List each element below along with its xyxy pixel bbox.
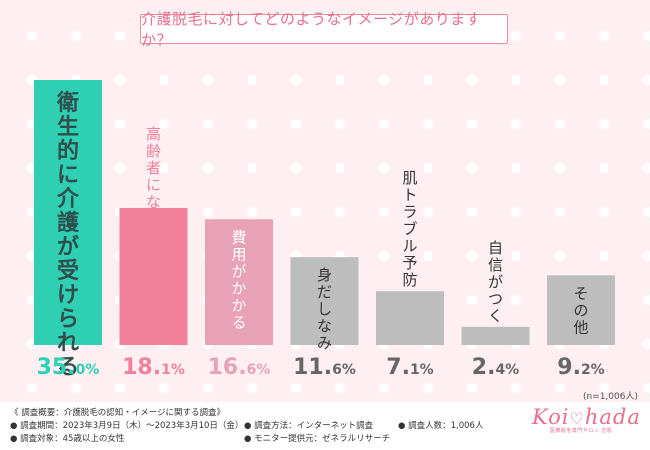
svg-text:高: 高 [146,125,161,143]
survey-target: ● 調査対象：45歳以上の女性 [10,434,125,444]
logo-subtitle: 医療脱毛専門サロン 恋肌 [549,428,613,434]
svg-text:っ: っ [146,210,161,228]
svg-text:ラ: ラ [402,203,417,221]
svg-text:う: う [146,295,161,313]
svg-text:し: し [317,300,332,318]
bar-chart: 衛生的に介護が受けられる35.0%高齢者になってから行う18.1%費用がかかる1… [34,80,615,380]
svg-text:信: 信 [488,256,503,274]
chart-title: 介護脱毛に対してどのようなイメージがありますか？ [140,10,508,49]
svg-text:れ: れ [57,331,79,356]
svg-text:身: 身 [317,266,332,284]
value-label-4: 11.6% [293,355,356,380]
value-label-7: 9.2% [557,355,604,380]
svg-text:に: に [57,163,79,188]
koihada-logo: Koi♡hada 医療脱毛専門サロン 恋肌 [532,405,640,445]
logo-text-right: hada [584,405,641,429]
value-label-6: 2.4% [472,355,519,380]
svg-text:ブ: ブ [402,220,417,238]
svg-text:て: て [146,227,161,245]
chart-area: 介護脱毛に対してどのようなイメージがありますか？ 衛生的に介護が受けられる 35.… [0,0,650,402]
survey-heading: 《 調査概要：介護脱毛の認知・イメージに関する調査》 [10,408,226,418]
bar-6 [461,326,530,345]
svg-text:に: に [146,176,161,194]
svg-text:行: 行 [146,278,161,296]
survey-method: ● 調査方法：インターネット調査 [244,421,374,431]
svg-text:生: 生 [57,115,79,140]
svg-text:ら: ら [57,307,79,332]
logo-text-left: Koi [532,405,570,429]
svg-text:の: の [573,301,588,319]
svg-text:自: 自 [488,239,503,257]
value-label-2: 18.1% [122,355,185,380]
svg-text:が: が [57,234,79,260]
svg-text:防: 防 [402,271,417,289]
bar-1 [34,80,102,345]
svg-text:ト: ト [402,186,417,204]
survey-summary: 《 調査概要：介護脱毛の認知・イメージに関する調査》 ● 調査期間：2023年3… [0,402,650,450]
bar-5 [376,291,444,345]
svg-text:衛: 衛 [56,90,79,116]
svg-text:け: け [57,283,79,308]
svg-text:肌: 肌 [402,169,417,187]
svg-text:な: な [317,317,332,335]
svg-text:が: が [488,273,503,291]
bar-3 [205,219,273,345]
bar-4 [290,257,359,345]
svg-text:か: か [231,296,246,314]
svg-text:る: る [57,355,79,380]
bar-7 [547,275,615,345]
svg-text:そ: そ [573,284,588,302]
svg-text:受: 受 [57,258,79,284]
svg-text:る: る [231,313,246,331]
svg-text:だ: だ [317,283,332,301]
bar-2 [119,207,188,345]
svg-text:か: か [146,244,161,262]
svg-text:費: 費 [231,228,246,246]
value-label-5: 7.1% [386,355,433,380]
svg-text:者: 者 [146,159,161,177]
svg-text:ル: ル [402,237,417,255]
svg-text:護: 護 [57,210,80,236]
value-label-1: 35.0% [37,355,100,380]
heart-icon: ♡ [569,409,585,428]
svg-text:予: 予 [402,254,417,272]
svg-text:な: な [146,193,161,211]
svg-text:ら: ら [146,261,161,279]
svg-text:用: 用 [231,245,246,263]
svg-text:つ: つ [488,290,503,308]
survey-count: ● 調査人数：1,006人 [398,421,484,431]
category-label-7: その他 [573,284,588,336]
svg-text:他: 他 [573,318,588,336]
svg-text:が: が [231,262,246,280]
svg-text:介: 介 [56,186,80,212]
sample-size-note: (n=1,006人) [582,392,638,402]
svg-text:的: 的 [57,138,79,164]
svg-text:く: く [488,307,503,325]
svg-text:み: み [317,334,332,352]
survey-provider: ● モニター提供元：ゼネラルリサーチ [244,434,391,444]
survey-period: ● 調査期間：2023年3月9日（木）〜2023年3月10日（金） [10,421,244,431]
value-label-3: 16.6% [208,355,271,380]
svg-text:齢: 齢 [146,142,161,160]
svg-text:か: か [231,279,246,297]
